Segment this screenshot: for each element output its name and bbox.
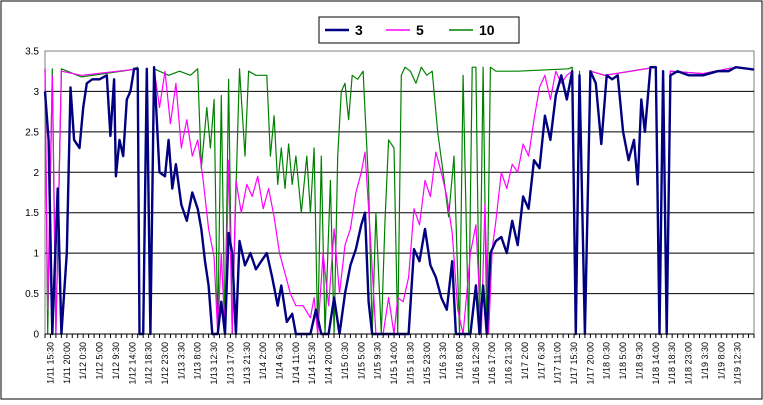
y-tick-label: 1.5 bbox=[25, 208, 39, 219]
x-tick-label: 1/14 11:00 bbox=[291, 342, 301, 384]
x-tick-label: 1/19 3:30 bbox=[700, 342, 710, 380]
x-tick-label: 1/16 21:30 bbox=[504, 342, 514, 385]
legend: 3 5 10 bbox=[318, 16, 520, 44]
series-line-3 bbox=[43, 65, 755, 336]
y-axis-ticks: 0 0.5 1 1.5 2 2.5 3 3.5 bbox=[25, 47, 39, 341]
x-tick-label: 1/15 5:00 bbox=[356, 342, 366, 380]
x-tick-label: 1/14 6:30 bbox=[275, 342, 285, 380]
series-line-5 bbox=[44, 66, 755, 335]
x-tick-label: 1/18 9:30 bbox=[635, 342, 645, 380]
x-tick-label: 1/13 8:00 bbox=[193, 342, 203, 380]
x-tick-label: 1/18 5:00 bbox=[618, 342, 628, 380]
x-tick-label: 1/12 9:30 bbox=[111, 342, 121, 380]
legend-label-3: 3 bbox=[355, 22, 363, 38]
x-tick-label: 1/14 15:30 bbox=[307, 342, 317, 385]
x-tick-label: 1/11 20:00 bbox=[62, 342, 72, 384]
y-tick-label: 2 bbox=[33, 168, 39, 179]
x-tick-label: 1/18 0:30 bbox=[602, 342, 612, 380]
y-tick-label: 3 bbox=[33, 87, 39, 98]
x-tick-label: 1/15 14:00 bbox=[389, 342, 399, 385]
x-tick-label: 1/13 21:30 bbox=[242, 342, 252, 385]
series-line-10 bbox=[44, 66, 755, 335]
x-tick-label: 1/17 15:30 bbox=[569, 342, 579, 385]
x-tick-label: 1/19 12:30 bbox=[733, 342, 743, 385]
x-tick-label: 1/17 11:00 bbox=[553, 342, 563, 384]
legend-box bbox=[318, 16, 520, 44]
x-tick-label: 1/16 12:30 bbox=[471, 342, 481, 385]
x-tick-label: 1/13 3:30 bbox=[176, 342, 186, 380]
x-tick-label: 1/14 2:00 bbox=[258, 342, 268, 380]
x-tick-label: 1/19 8:00 bbox=[716, 342, 726, 380]
x-tick-label: 1/18 14:00 bbox=[651, 342, 661, 385]
x-tick-label: 1/17 20:00 bbox=[585, 342, 595, 385]
x-tick-label: 1/12 23:00 bbox=[160, 342, 170, 385]
x-tick-label: 1/13 17:00 bbox=[225, 342, 235, 385]
y-tick-label: 0.5 bbox=[25, 289, 39, 300]
x-tick-label: 1/14 20:00 bbox=[324, 342, 334, 385]
x-tick-label: 1/16 3:30 bbox=[438, 342, 448, 380]
x-tick-label: 1/18 23:00 bbox=[684, 342, 694, 385]
x-tick-label: 1/17 2:00 bbox=[520, 342, 530, 380]
x-tick-label: 1/15 23:00 bbox=[422, 342, 432, 385]
legend-label-10: 10 bbox=[479, 22, 495, 38]
x-tick-label: 1/12 0:30 bbox=[78, 342, 88, 380]
x-tick-label: 1/15 18:30 bbox=[405, 342, 415, 385]
x-tick-label: 1/16 8:00 bbox=[455, 342, 465, 380]
series-lines bbox=[43, 65, 755, 336]
y-tick-label: 0 bbox=[33, 330, 39, 341]
y-tick-label: 2.5 bbox=[25, 127, 39, 138]
x-tick-label: 1/13 12:30 bbox=[209, 342, 219, 385]
legend-label-5: 5 bbox=[416, 22, 424, 38]
x-tick-label: 1/12 14:00 bbox=[127, 342, 137, 385]
x-axis: 1/11 15:30 1/11 20:00 1/12 0:30 1/12 5:00 1/… bbox=[44, 333, 755, 385]
x-tick-label: 1/15 9:30 bbox=[373, 342, 383, 380]
y-tick-label: 1 bbox=[33, 249, 39, 260]
y-tick-label: 3.5 bbox=[25, 47, 39, 58]
x-tick-label: 1/12 18:30 bbox=[144, 342, 154, 385]
x-tick-label: 1/11 15:30 bbox=[46, 342, 56, 384]
x-tick-label: 1/12 5:00 bbox=[95, 342, 105, 380]
x-tick-label: 1/18 18:30 bbox=[667, 342, 677, 385]
x-tick-label: 1/15 0:30 bbox=[340, 342, 350, 380]
x-tick-label: 1/17 6:30 bbox=[536, 342, 546, 380]
x-tick-label: 1/16 17:00 bbox=[487, 342, 497, 385]
